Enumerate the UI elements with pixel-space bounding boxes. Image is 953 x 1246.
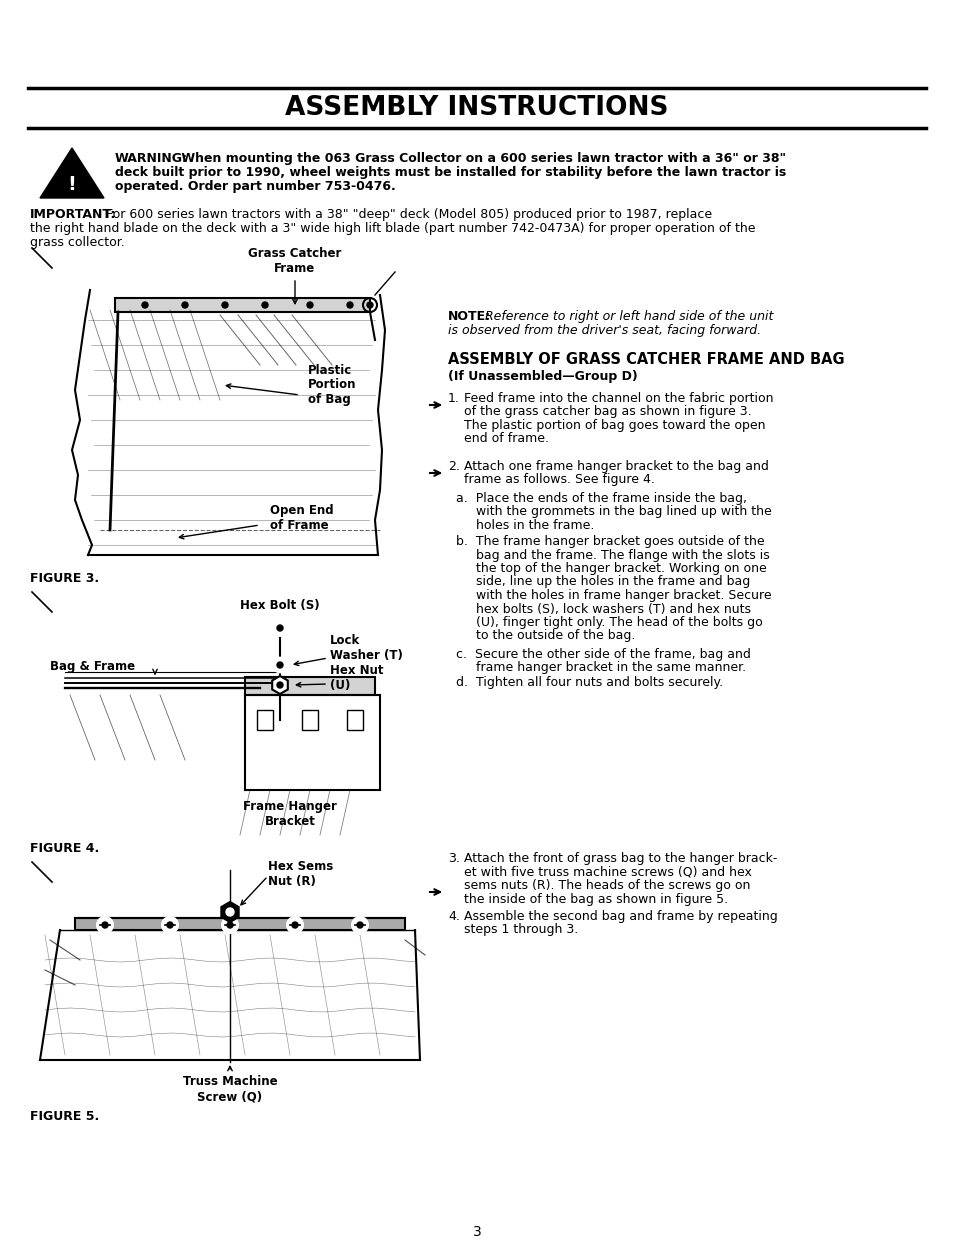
Text: to the outside of the bag.: to the outside of the bag. <box>456 629 635 643</box>
Text: the right hand blade on the deck with a 3" wide high lift blade (part number 742: the right hand blade on the deck with a … <box>30 222 755 235</box>
Text: IMPORTANT:: IMPORTANT: <box>30 208 116 221</box>
Text: 4.: 4. <box>448 910 459 923</box>
Circle shape <box>273 658 287 672</box>
FancyBboxPatch shape <box>256 710 273 730</box>
FancyBboxPatch shape <box>302 710 317 730</box>
Text: Plastic
Portion
of Bag: Plastic Portion of Bag <box>308 364 356 406</box>
Text: frame hanger bracket in the same manner.: frame hanger bracket in the same manner. <box>456 662 745 674</box>
Text: 2.: 2. <box>448 460 459 473</box>
Text: b.  The frame hanger bracket goes outside of the: b. The frame hanger bracket goes outside… <box>456 535 763 548</box>
Text: 1.: 1. <box>448 392 459 405</box>
Text: frame as follows. See figure 4.: frame as follows. See figure 4. <box>463 473 654 486</box>
Text: d.  Tighten all four nuts and bolts securely.: d. Tighten all four nuts and bolts secur… <box>456 677 722 689</box>
FancyBboxPatch shape <box>75 918 405 930</box>
Text: of the grass catcher bag as shown in figure 3.: of the grass catcher bag as shown in fig… <box>463 405 751 419</box>
Text: with the grommets in the bag lined up with the: with the grommets in the bag lined up wi… <box>456 506 771 518</box>
Text: sems nuts (R). The heads of the screws go on: sems nuts (R). The heads of the screws g… <box>463 878 750 892</box>
Text: Bag & Frame: Bag & Frame <box>50 660 135 673</box>
Text: side, line up the holes in the frame and bag: side, line up the holes in the frame and… <box>456 576 749 588</box>
Text: Frame Hanger
Bracket: Frame Hanger Bracket <box>243 800 336 829</box>
Text: hex bolts (S), lock washers (T) and hex nuts: hex bolts (S), lock washers (T) and hex … <box>456 603 750 616</box>
Text: ASSEMBLY INSTRUCTIONS: ASSEMBLY INSTRUCTIONS <box>285 95 668 121</box>
Text: FIGURE 3.: FIGURE 3. <box>30 572 99 586</box>
Text: bag and the frame. The flange with the slots is: bag and the frame. The flange with the s… <box>456 548 769 562</box>
Text: holes in the frame.: holes in the frame. <box>456 520 594 532</box>
Text: (U), finger tight only. The head of the bolts go: (U), finger tight only. The head of the … <box>456 616 762 629</box>
Text: The plastic portion of bag goes toward the open: The plastic portion of bag goes toward t… <box>463 419 764 432</box>
Text: Hex Nut
(U): Hex Nut (U) <box>330 664 383 692</box>
Circle shape <box>222 302 228 308</box>
Polygon shape <box>272 677 288 694</box>
Circle shape <box>276 682 283 688</box>
FancyBboxPatch shape <box>115 298 370 312</box>
Text: is observed from the driver's seat, facing forward.: is observed from the driver's seat, faci… <box>448 324 760 336</box>
Circle shape <box>292 922 297 928</box>
Text: c.  Secure the other side of the frame, bag and: c. Secure the other side of the frame, b… <box>456 648 750 660</box>
Circle shape <box>287 917 303 933</box>
Text: deck built prior to 1990, wheel weights must be installed for stability before t: deck built prior to 1990, wheel weights … <box>115 166 785 179</box>
Circle shape <box>97 917 112 933</box>
Text: Feed frame into the channel on the fabric portion: Feed frame into the channel on the fabri… <box>463 392 773 405</box>
Text: operated. Order part number 753-0476.: operated. Order part number 753-0476. <box>115 179 395 193</box>
Text: the inside of the bag as shown in figure 5.: the inside of the bag as shown in figure… <box>463 892 727 906</box>
Text: Lock
Washer (T): Lock Washer (T) <box>330 634 402 662</box>
Text: !: ! <box>68 176 76 194</box>
Text: FIGURE 4.: FIGURE 4. <box>30 842 99 855</box>
Polygon shape <box>40 148 104 198</box>
Polygon shape <box>221 902 238 922</box>
Text: NOTE:: NOTE: <box>448 310 491 323</box>
Text: For 600 series lawn tractors with a 38" "deep" deck (Model 805) produced prior t: For 600 series lawn tractors with a 38" … <box>102 208 711 221</box>
Text: the top of the hanger bracket. Working on one: the top of the hanger bracket. Working o… <box>456 562 766 574</box>
Circle shape <box>167 922 172 928</box>
Circle shape <box>162 917 178 933</box>
Text: Grass Catcher
Frame: Grass Catcher Frame <box>248 247 341 275</box>
Text: with the holes in frame hanger bracket. Secure: with the holes in frame hanger bracket. … <box>456 589 771 602</box>
Circle shape <box>307 302 313 308</box>
Text: steps 1 through 3.: steps 1 through 3. <box>463 923 578 937</box>
Circle shape <box>226 908 233 916</box>
Text: Attach one frame hanger bracket to the bag and: Attach one frame hanger bracket to the b… <box>463 460 768 473</box>
Text: FIGURE 5.: FIGURE 5. <box>30 1110 99 1123</box>
FancyBboxPatch shape <box>245 677 375 695</box>
Text: Reference to right or left hand side of the unit: Reference to right or left hand side of … <box>484 310 773 323</box>
Circle shape <box>227 922 233 928</box>
Text: end of frame.: end of frame. <box>463 432 548 446</box>
Text: Open End
of Frame: Open End of Frame <box>270 503 334 532</box>
Circle shape <box>182 302 188 308</box>
Text: et with five truss machine screws (Q) and hex: et with five truss machine screws (Q) an… <box>463 866 751 878</box>
Text: Hex Bolt (S): Hex Bolt (S) <box>240 599 319 612</box>
Circle shape <box>222 917 237 933</box>
Circle shape <box>102 922 108 928</box>
Text: grass collector.: grass collector. <box>30 235 125 249</box>
Text: WARNING:: WARNING: <box>115 152 188 164</box>
Circle shape <box>276 662 283 668</box>
Circle shape <box>347 302 353 308</box>
Text: Truss Machine
Screw (Q): Truss Machine Screw (Q) <box>182 1075 277 1103</box>
Circle shape <box>142 302 148 308</box>
Text: Hex Sems
Nut (R): Hex Sems Nut (R) <box>268 860 333 888</box>
Circle shape <box>352 917 368 933</box>
Text: When mounting the 063 Grass Collector on a 600 series lawn tractor with a 36" or: When mounting the 063 Grass Collector on… <box>177 152 785 164</box>
Circle shape <box>367 302 373 308</box>
Text: 3: 3 <box>472 1225 481 1239</box>
Text: a.  Place the ends of the frame inside the bag,: a. Place the ends of the frame inside th… <box>456 492 746 505</box>
FancyBboxPatch shape <box>347 710 363 730</box>
Text: (If Unassembled—Group D): (If Unassembled—Group D) <box>448 370 638 383</box>
Circle shape <box>276 625 283 630</box>
Text: Assemble the second bag and frame by repeating: Assemble the second bag and frame by rep… <box>463 910 777 923</box>
Circle shape <box>262 302 268 308</box>
Text: 3.: 3. <box>448 852 459 865</box>
Text: ASSEMBLY OF GRASS CATCHER FRAME AND BAG: ASSEMBLY OF GRASS CATCHER FRAME AND BAG <box>448 353 843 368</box>
Circle shape <box>272 621 288 635</box>
Text: Attach the front of grass bag to the hanger brack-: Attach the front of grass bag to the han… <box>463 852 777 865</box>
Circle shape <box>356 922 363 928</box>
